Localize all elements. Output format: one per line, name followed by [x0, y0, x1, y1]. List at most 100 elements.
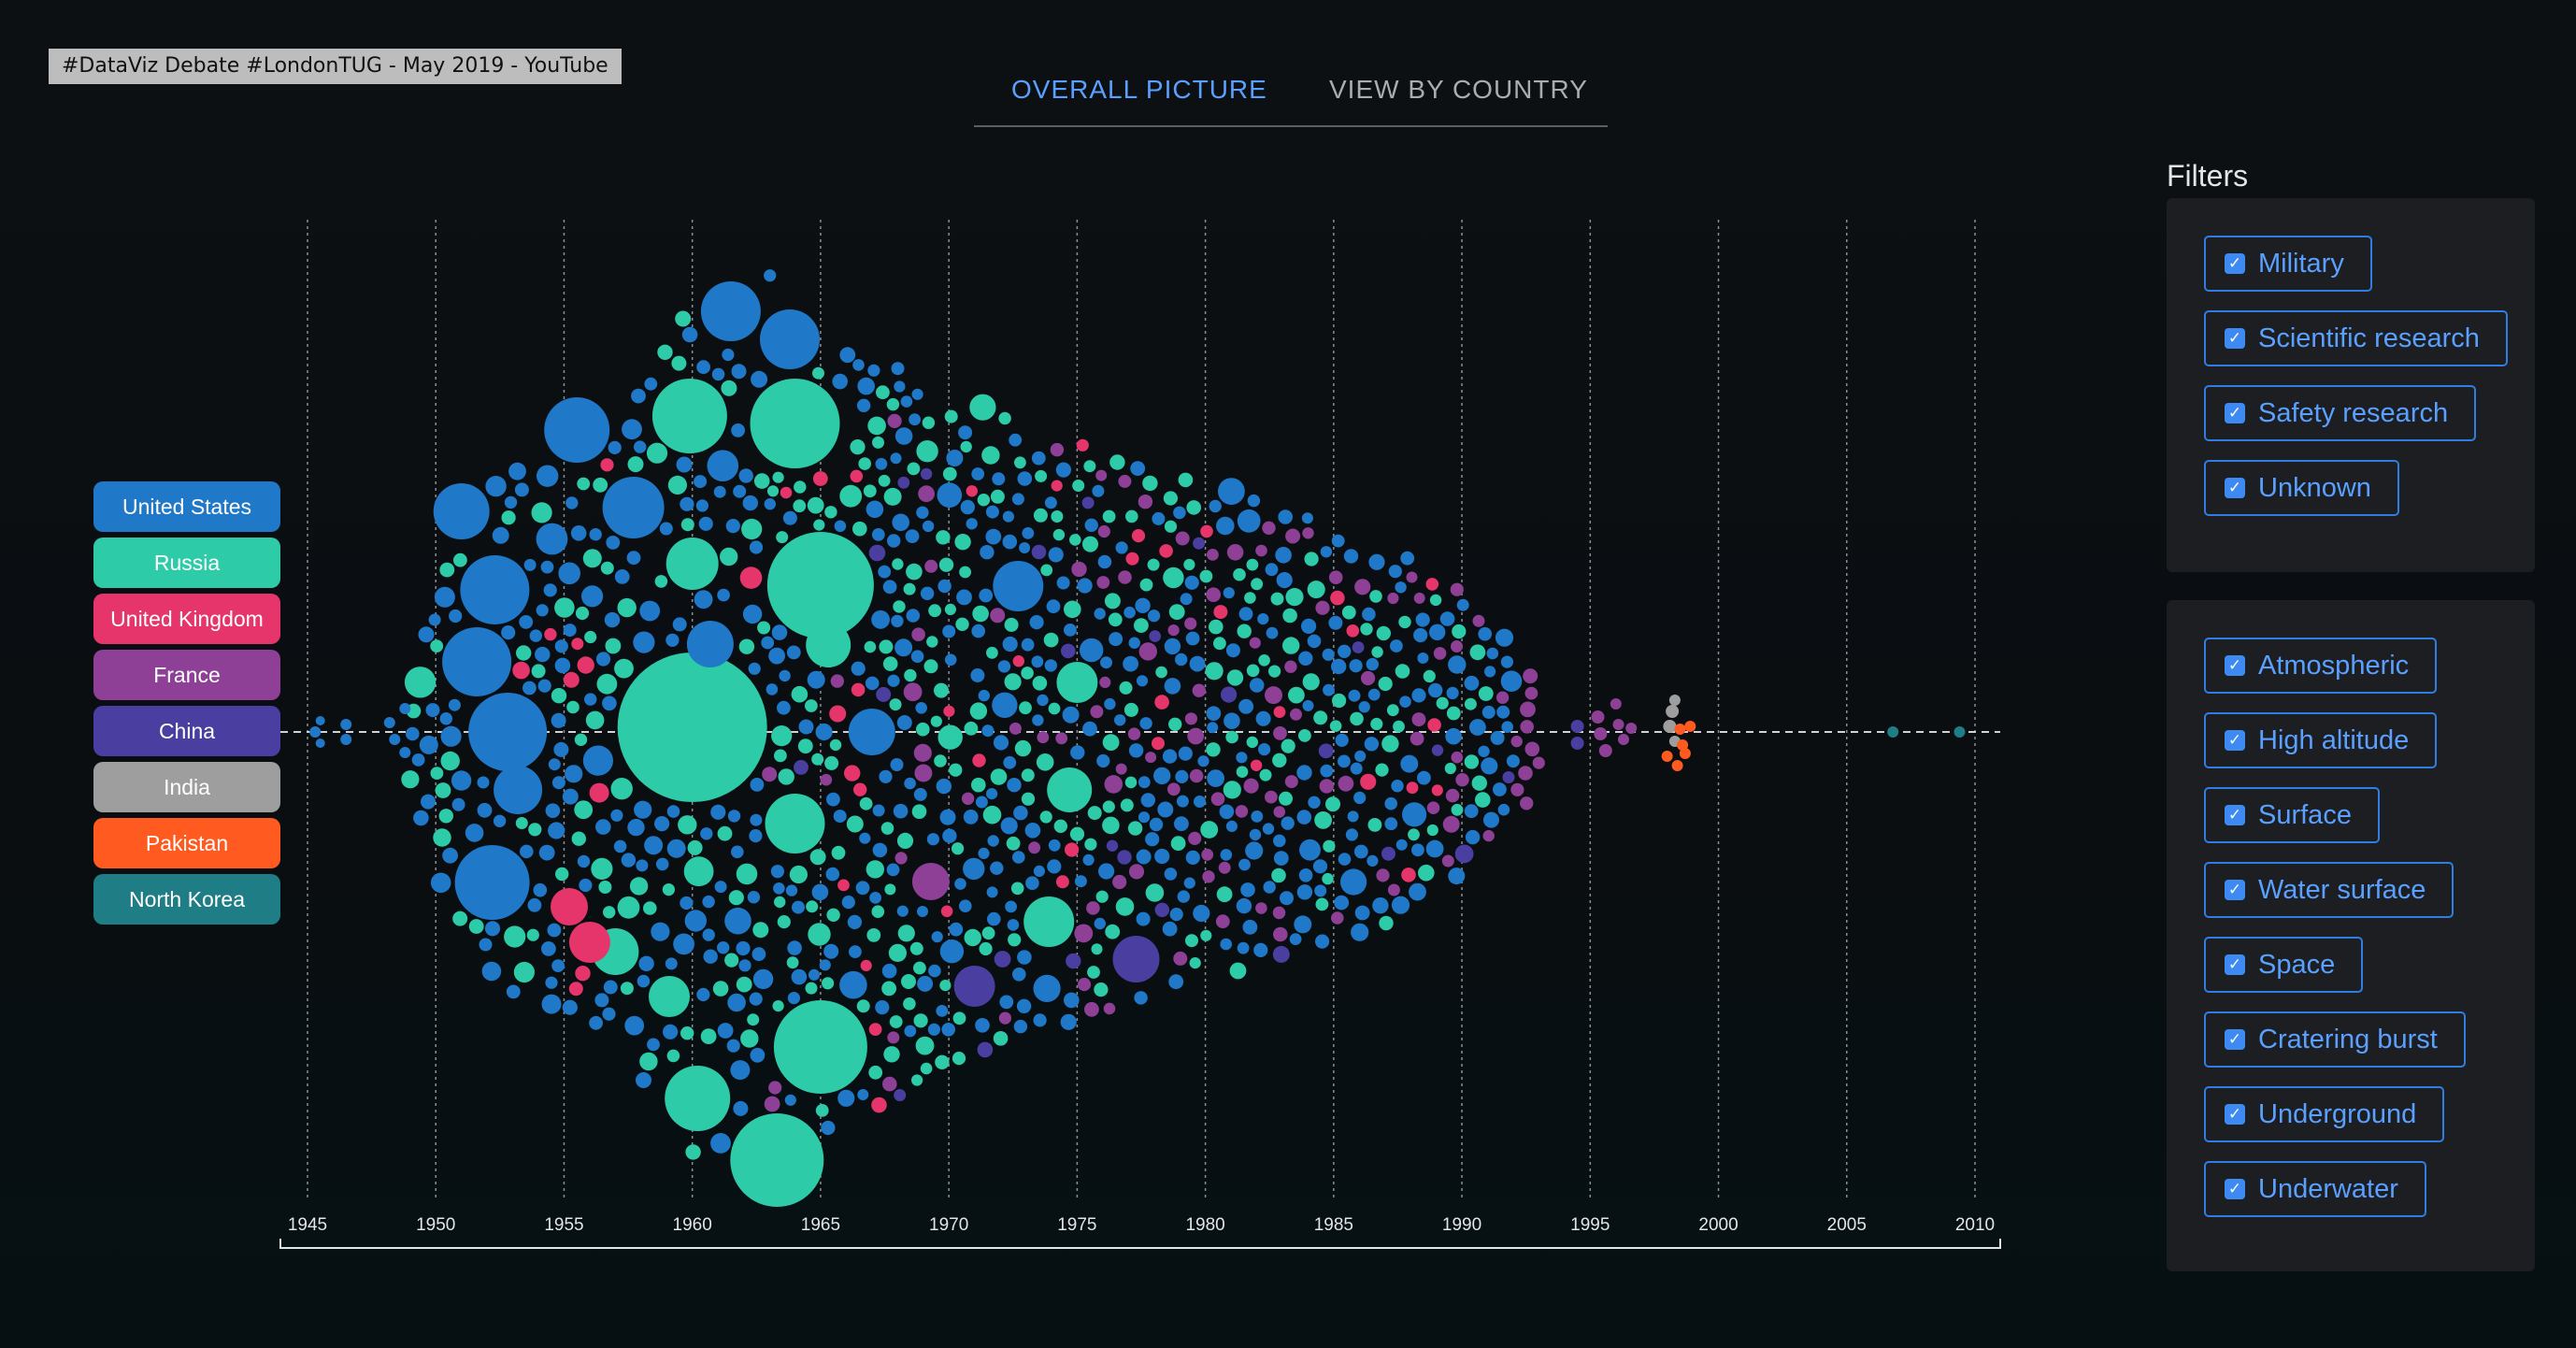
- data-point-united-states: [651, 922, 670, 941]
- data-point-russia: [1281, 739, 1295, 753]
- tab-overall-picture[interactable]: OVERALL PICTURE: [1011, 75, 1267, 104]
- legend-item-pakistan[interactable]: Pakistan: [93, 818, 280, 868]
- data-point-united-states: [686, 621, 734, 667]
- filter-military[interactable]: ✓ Military: [2204, 236, 2372, 292]
- data-point-united-states: [442, 627, 512, 696]
- data-point-united-states: [626, 551, 641, 566]
- data-point-united-states: [1238, 858, 1251, 871]
- data-point-russia: [1115, 897, 1135, 916]
- data-point-france: [1009, 722, 1022, 735]
- data-point-russia: [936, 530, 951, 545]
- data-point-united-states: [698, 516, 713, 531]
- data-point-russia: [571, 831, 586, 846]
- data-point-united-states: [1148, 609, 1161, 623]
- data-point-united-states: [1262, 823, 1275, 835]
- data-point-united-kingdom: [1406, 782, 1419, 795]
- filter-water-surface[interactable]: ✓ Water surface: [2204, 862, 2454, 918]
- data-point-russia: [859, 796, 873, 810]
- legend-item-china[interactable]: China: [93, 706, 280, 756]
- data-point-russia: [1471, 775, 1488, 791]
- data-point-united-states: [1429, 624, 1446, 640]
- data-point-russia: [776, 531, 789, 544]
- filter-safety-research[interactable]: ✓ Safety research: [2204, 385, 2477, 441]
- data-point-russia: [937, 724, 963, 750]
- data-point-united-states: [543, 583, 557, 597]
- data-point-pakistan: [1661, 751, 1673, 762]
- data-point-russia: [1047, 767, 1093, 812]
- tab-view-by-country[interactable]: VIEW BY COUNTRY: [1329, 75, 1588, 104]
- x-axis: 1945 1950 1955 1960 1965 1970 1975 1980 1985 1990…: [279, 1215, 2001, 1249]
- legend-item-india[interactable]: India: [93, 762, 280, 812]
- filter-atmospheric[interactable]: ✓ Atmospheric: [2204, 638, 2438, 694]
- data-point-united-states: [1299, 839, 1321, 861]
- data-point-russia: [896, 832, 914, 850]
- data-point-united-states: [1109, 632, 1123, 647]
- filter-underground[interactable]: ✓ Underground: [2204, 1086, 2445, 1142]
- data-point-france: [1262, 521, 1276, 535]
- data-point-russia: [1072, 480, 1085, 492]
- data-point-united-states: [558, 562, 580, 585]
- data-point-united-states: [1255, 710, 1271, 726]
- data-point-russia: [1395, 664, 1410, 679]
- filter-scientific-research[interactable]: ✓ Scientific research: [2204, 310, 2508, 366]
- data-point-united-states: [722, 348, 735, 362]
- data-point-france: [882, 1076, 897, 1092]
- filter-underwater[interactable]: ✓ Underwater: [2204, 1161, 2426, 1217]
- data-point-united-states: [749, 992, 763, 1006]
- data-point-russia: [1206, 742, 1221, 757]
- data-point-russia: [883, 1046, 900, 1063]
- data-point-united-states: [570, 525, 587, 541]
- filter-unknown[interactable]: ✓ Unknown: [2204, 460, 2399, 516]
- data-point-france: [1115, 763, 1127, 775]
- data-point-united-states: [411, 753, 425, 767]
- legend-item-france[interactable]: France: [93, 650, 280, 700]
- data-point-united-states: [956, 589, 972, 606]
- data-point-united-states: [1273, 851, 1289, 866]
- legend-item-united-kingdom[interactable]: United Kingdom: [93, 594, 280, 644]
- data-point-united-states: [942, 828, 957, 843]
- data-point-united-states: [893, 803, 909, 819]
- legend-item-north-korea[interactable]: North Korea: [93, 874, 280, 925]
- data-point-united-states: [1298, 868, 1313, 882]
- data-point-france: [1328, 570, 1343, 584]
- data-point-united-kingdom: [1427, 718, 1441, 732]
- data-point-united-states: [541, 994, 562, 1014]
- data-point-united-states: [960, 499, 976, 515]
- data-point-united-states: [477, 802, 493, 818]
- data-point-united-states: [752, 968, 774, 990]
- data-point-united-states: [1177, 890, 1191, 903]
- filter-label: Cratering burst: [2258, 1024, 2438, 1054]
- data-point-russia: [811, 753, 824, 766]
- data-point-france: [1189, 768, 1204, 783]
- legend-item-russia[interactable]: Russia: [93, 538, 280, 588]
- data-point-france: [1138, 495, 1153, 509]
- data-point-united-states: [904, 777, 916, 790]
- filter-space[interactable]: ✓ Space: [2204, 937, 2364, 993]
- filter-label: Space: [2258, 949, 2336, 980]
- data-point-russia: [667, 475, 688, 495]
- data-point-united-states: [949, 922, 964, 937]
- data-point-russia: [430, 639, 444, 652]
- data-point-united-states: [527, 897, 542, 912]
- data-point-united-states: [894, 638, 913, 657]
- data-point-united-states: [700, 281, 761, 341]
- legend-item-united-states[interactable]: United States: [93, 481, 280, 532]
- data-point-united-states: [673, 933, 694, 955]
- data-point-russia: [923, 659, 938, 674]
- data-point-france: [1127, 727, 1141, 740]
- data-point-united-states: [1046, 599, 1061, 614]
- filter-cratering-burst[interactable]: ✓ Cratering burst: [2204, 1011, 2466, 1068]
- filter-surface[interactable]: ✓ Surface: [2204, 787, 2380, 843]
- data-point-united-states: [879, 769, 893, 783]
- filter-high-altitude[interactable]: ✓ High altitude: [2204, 712, 2438, 768]
- data-point-france: [1610, 698, 1622, 710]
- data-point-united-states: [1391, 780, 1404, 793]
- data-point-united-states: [1335, 733, 1349, 747]
- data-point-france: [1097, 524, 1110, 538]
- data-point-france: [1496, 691, 1510, 704]
- data-point-france: [914, 764, 933, 782]
- data-point-united-states: [537, 679, 551, 693]
- data-point-russia: [805, 699, 818, 712]
- data-point-russia: [605, 638, 622, 654]
- data-point-united-kingdom: [940, 905, 953, 918]
